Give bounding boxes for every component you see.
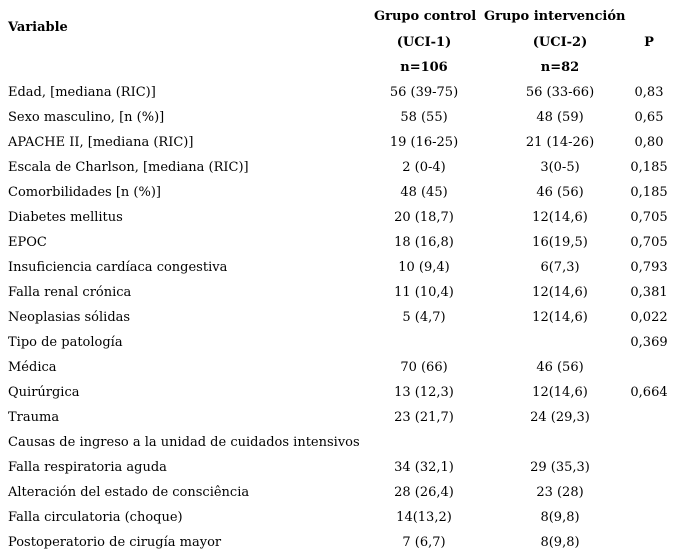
header-p: P xyxy=(644,35,654,50)
header-group-intervention: Grupo intervención xyxy=(484,9,626,24)
row-variable: Neoplasias sólidas xyxy=(8,310,131,325)
row-p-value: 0,185 xyxy=(630,185,668,200)
row-variable: APACHE II, [mediana (RIC)] xyxy=(8,135,194,150)
header-intervention-n: n=82 xyxy=(540,60,580,75)
row-p-value: 0,664 xyxy=(630,385,668,400)
table-row: Insuficiencia cardíaca congestiva 10 (9,4… xyxy=(0,255,676,280)
row-variable: Médica xyxy=(8,360,57,375)
row-control-value: 14(13,2) xyxy=(396,510,452,525)
row-p-value: 0,65 xyxy=(634,110,664,125)
row-intervention-value: 6(7,3) xyxy=(540,260,580,275)
row-control-value: 56 (39-75) xyxy=(389,85,459,100)
row-p-value: 0,185 xyxy=(630,160,668,175)
row-variable: Falla respiratoria aguda xyxy=(8,460,167,475)
table-row: Falla renal crónica 11 (10,4) 12(14,6) 0,38… xyxy=(0,280,676,305)
row-control-value: 70 (66) xyxy=(400,360,448,375)
header-intervention-unit: (UCI-2) xyxy=(532,35,588,50)
row-control-value: 13 (12,3) xyxy=(394,385,454,400)
row-intervention-value: 8(9,8) xyxy=(540,510,580,525)
row-p-value: 0,83 xyxy=(634,85,664,100)
row-p-value: 0,80 xyxy=(634,135,664,150)
row-intervention-value: 8(9,8) xyxy=(540,535,580,550)
row-variable: Insuficiencia cardíaca congestiva xyxy=(8,260,228,275)
table-row: Alteración del estado de consciência 28 (… xyxy=(0,480,676,505)
row-variable: Postoperatorio de cirugía mayor xyxy=(8,535,222,550)
row-variable: Causas de ingreso a la unidad de cuidado… xyxy=(8,435,360,450)
row-intervention-value: 21 (14-26) xyxy=(525,135,595,150)
row-intervention-value: 48 (59) xyxy=(536,110,584,125)
table-row: Neoplasias sólidas 5 (4,7) 12(14,6) 0,022 xyxy=(0,305,676,330)
row-p-value: 0,793 xyxy=(630,260,668,275)
row-control-value: 7 (6,7) xyxy=(402,535,446,550)
row-p-value: 0,369 xyxy=(630,335,668,350)
row-variable: Escala de Charlson, [mediana (RIC)] xyxy=(8,160,249,175)
row-intervention-value: 12(14,6) xyxy=(532,285,588,300)
row-variable: EPOC xyxy=(8,235,47,250)
row-variable: Diabetes mellitus xyxy=(8,210,123,225)
row-intervention-value: 12(14,6) xyxy=(532,310,588,325)
table-row: Médica 70 (66) 46 (56) xyxy=(0,355,676,380)
row-control-value: 23 (21,7) xyxy=(394,410,454,425)
row-p-value: 0,705 xyxy=(630,210,668,225)
header-control-unit: (UCI-1) xyxy=(396,35,452,50)
row-intervention-value: 29 (35,3) xyxy=(530,460,590,475)
row-control-value: 48 (45) xyxy=(400,185,448,200)
row-variable: Falla circulatoria (choque) xyxy=(8,510,183,525)
row-variable: Comorbilidades [n (%)] xyxy=(8,185,161,200)
table-row: Postoperatorio de cirugía mayor 7 (6,7) 8(… xyxy=(0,530,676,555)
table-row: Edad, [mediana (RIC)] 56 (39-75) 56 (33-66… xyxy=(0,80,676,105)
header-variable: Variable xyxy=(8,20,68,35)
row-intervention-value: 12(14,6) xyxy=(532,385,588,400)
table-row: Causas de ingreso a la unidad de cuidado… xyxy=(0,430,676,455)
row-variable: Alteración del estado de consciência xyxy=(8,485,250,500)
row-intervention-value: 46 (56) xyxy=(536,185,584,200)
row-variable: Tipo de patología xyxy=(8,335,123,350)
row-control-value: 2 (0-4) xyxy=(402,160,446,175)
table-row: Escala de Charlson, [mediana (RIC)] 2 (0-… xyxy=(0,155,676,180)
row-variable: Trauma xyxy=(8,410,60,425)
table-row: Diabetes mellitus 20 (18,7) 12(14,6) 0,705 xyxy=(0,205,676,230)
table-row: APACHE II, [mediana (RIC)] 19 (16-25) 21 (… xyxy=(0,130,676,155)
header-control-n: n=106 xyxy=(400,60,448,75)
row-intervention-value: 24 (29,3) xyxy=(530,410,590,425)
row-control-value: 19 (16-25) xyxy=(389,135,459,150)
row-variable: Sexo masculino, [n (%)] xyxy=(8,110,165,125)
row-p-value: 0,705 xyxy=(630,235,668,250)
table-row: Falla circulatoria (choque) 14(13,2) 8(9,8… xyxy=(0,505,676,530)
row-control-value: 58 (55) xyxy=(400,110,448,125)
table-row: Falla respiratoria aguda 34 (32,1) 29 (35,… xyxy=(0,455,676,480)
row-intervention-value: 23 (28) xyxy=(536,485,584,500)
table-row: Tipo de patología 0,369 xyxy=(0,330,676,355)
row-p-value: 0,022 xyxy=(630,310,668,325)
row-variable: Edad, [mediana (RIC)] xyxy=(8,85,156,100)
row-intervention-value: 16(19,5) xyxy=(532,235,588,250)
row-intervention-value: 12(14,6) xyxy=(532,210,588,225)
row-variable: Quirúrgica xyxy=(8,385,80,400)
row-intervention-value: 56 (33-66) xyxy=(525,85,595,100)
row-p-value: 0,381 xyxy=(630,285,668,300)
row-variable: Falla renal crónica xyxy=(8,285,132,300)
row-control-value: 5 (4,7) xyxy=(402,310,446,325)
row-control-value: 34 (32,1) xyxy=(394,460,454,475)
table-row: Comorbilidades [n (%)] 48 (45) 46 (56) 0,18… xyxy=(0,180,676,205)
row-control-value: 10 (9,4) xyxy=(398,260,450,275)
row-intervention-value: 3(0-5) xyxy=(540,160,580,175)
table-row: Quirúrgica 13 (12,3) 12(14,6) 0,664 xyxy=(0,380,676,405)
table-row: Trauma 23 (21,7) 24 (29,3) xyxy=(0,405,676,430)
table-row: Sexo masculino, [n (%)] 58 (55) 48 (59) 0,6… xyxy=(0,105,676,130)
row-control-value: 18 (16,8) xyxy=(394,235,454,250)
row-control-value: 28 (26,4) xyxy=(394,485,454,500)
header-group-control: Grupo control xyxy=(374,9,477,24)
row-intervention-value: 46 (56) xyxy=(536,360,584,375)
table-row: EPOC 18 (16,8) 16(19,5) 0,705 xyxy=(0,230,676,255)
row-control-value: 20 (18,7) xyxy=(394,210,454,225)
row-control-value: 11 (10,4) xyxy=(394,285,454,300)
